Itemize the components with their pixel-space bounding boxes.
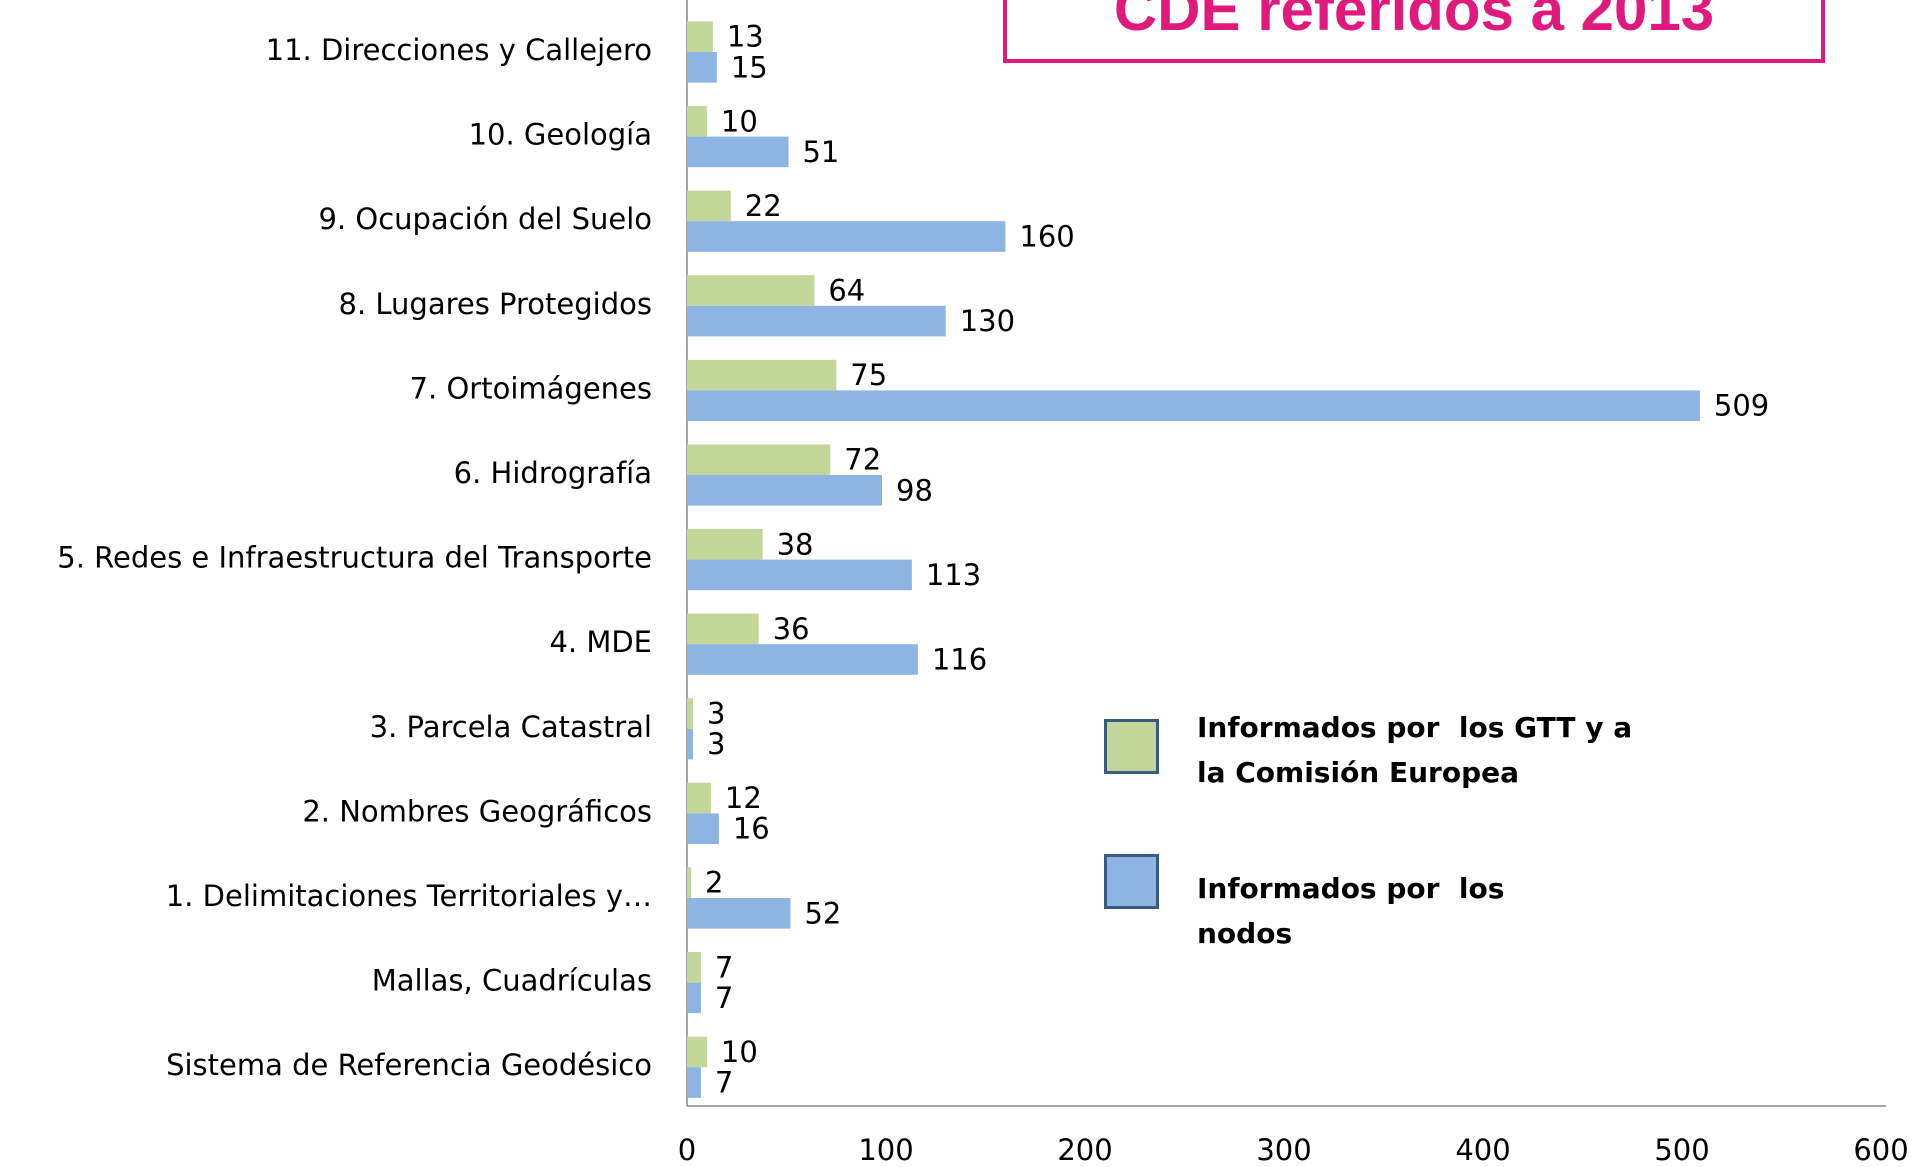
y-tick-label: 3. Parcela Catastral	[370, 710, 652, 744]
value-label: 51	[802, 135, 839, 169]
y-tick-label: 7. Ortoimágenes	[410, 371, 652, 405]
x-tick-label: 0	[678, 1133, 696, 1167]
y-tick-label: 1. Delimitaciones Territoriales y…	[166, 879, 652, 913]
value-label: 52	[804, 896, 841, 930]
x-tick-label: 300	[1256, 1133, 1311, 1167]
bar	[687, 613, 759, 645]
bar	[687, 559, 912, 591]
bar	[687, 390, 1700, 421]
bar	[687, 644, 918, 675]
value-label: 38	[777, 527, 814, 561]
value-label: 12	[725, 781, 762, 815]
bar	[687, 1067, 701, 1098]
value-label: 113	[926, 558, 981, 592]
y-tick-label: 11. Direcciones y Callejero	[266, 33, 652, 67]
bar	[687, 52, 717, 83]
bar	[687, 221, 1006, 252]
y-tick-label: 10. Geología	[469, 118, 652, 152]
x-tick-label: 500	[1654, 1133, 1709, 1167]
y-tick-label: 5. Redes e Infraestructura del Transport…	[57, 541, 652, 575]
legend-swatch	[1104, 719, 1159, 774]
bar	[687, 728, 693, 760]
value-label: 72	[844, 443, 881, 477]
value-label: 13	[727, 20, 764, 54]
x-tick-label: 100	[858, 1133, 913, 1167]
bar	[687, 982, 701, 1014]
bar	[687, 359, 837, 391]
y-tick-label: 9. Ocupación del Suelo	[318, 202, 652, 236]
y-tick-label: Sistema de Referencia Geodésico	[166, 1048, 652, 1082]
value-label: 7	[715, 981, 733, 1015]
value-label: 64	[828, 274, 865, 308]
value-label: 16	[733, 812, 770, 846]
bar	[687, 898, 791, 929]
bar	[687, 529, 763, 560]
title-box	[1003, 0, 1825, 63]
value-label: 3	[707, 727, 725, 761]
value-label: 10	[721, 104, 758, 138]
value-label: 116	[932, 643, 987, 677]
value-label: 2	[705, 866, 723, 900]
value-label: 130	[960, 304, 1015, 338]
value-label: 22	[745, 189, 782, 223]
x-tick-label: 600	[1853, 1133, 1908, 1167]
chart-title: CDE referidos a 2013	[1114, 0, 1714, 43]
bar	[687, 867, 691, 898]
bar	[687, 190, 731, 222]
legend-label: Informados por los nodos	[1197, 872, 1515, 950]
bar	[687, 952, 701, 983]
value-label: 7	[715, 950, 733, 984]
bar	[687, 21, 713, 52]
y-tick-label: 8. Lugares Protegidos	[339, 287, 653, 321]
value-label: 7	[715, 1066, 733, 1100]
value-label: 10	[721, 1035, 758, 1069]
value-label: 98	[896, 473, 933, 507]
bar	[687, 444, 831, 475]
bar	[687, 698, 693, 729]
y-tick-label: 6. Hidrografía	[454, 456, 652, 490]
legend-swatch	[1104, 854, 1159, 909]
bar	[687, 136, 789, 168]
value-label: 15	[731, 50, 768, 84]
bar	[687, 782, 711, 814]
value-label: 3	[707, 697, 725, 731]
x-tick-label: 200	[1057, 1133, 1112, 1167]
value-label: 160	[1019, 220, 1074, 254]
legend-label: Informados por los GTT y a la Comisión E…	[1197, 711, 1642, 789]
value-label: 36	[773, 612, 810, 646]
bar	[687, 106, 707, 137]
bar	[687, 275, 815, 306]
bar	[687, 1036, 707, 1068]
bar	[687, 475, 883, 506]
x-tick-label: 400	[1455, 1133, 1510, 1167]
y-tick-label: Mallas, Cuadrículas	[372, 964, 652, 998]
value-label: 509	[1714, 389, 1769, 423]
bar	[687, 813, 719, 844]
bar	[687, 305, 946, 337]
y-tick-label: 2. Nombres Geográficos	[302, 794, 652, 828]
value-label: 75	[850, 358, 887, 392]
y-tick-label: 4. MDE	[549, 625, 652, 659]
